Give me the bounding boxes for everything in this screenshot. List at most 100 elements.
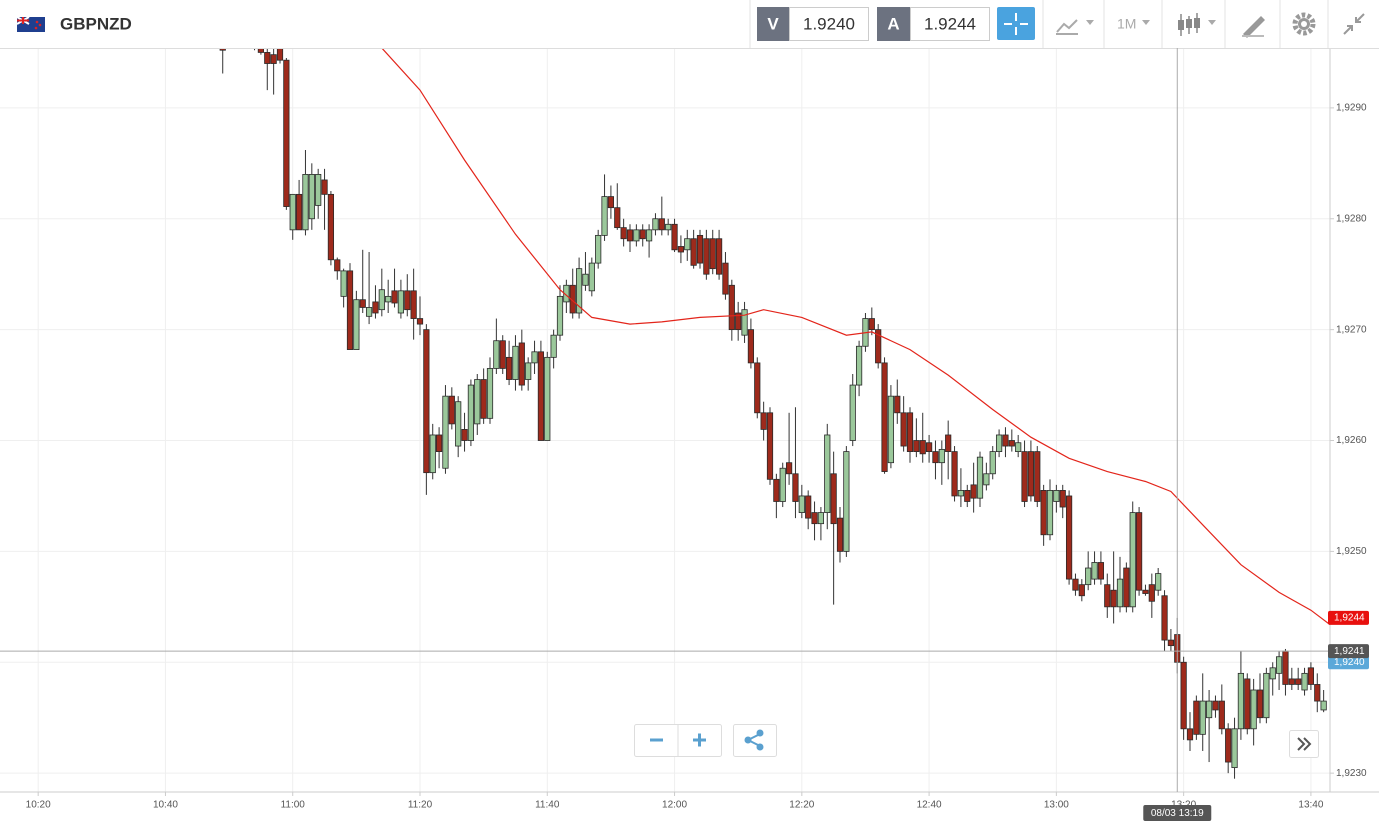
candle-body bbox=[404, 290, 411, 311]
candle-body bbox=[531, 351, 538, 364]
candle-body bbox=[633, 229, 640, 242]
price-marker-label: 1,9240 bbox=[1334, 657, 1365, 668]
candle-body bbox=[1002, 434, 1009, 447]
candle-body bbox=[1269, 667, 1276, 680]
candle-body bbox=[365, 307, 373, 317]
candle-body bbox=[219, 48, 226, 51]
candle-body bbox=[423, 329, 430, 474]
candle-body bbox=[1167, 639, 1175, 647]
candle-body bbox=[1320, 700, 1327, 711]
candle-body bbox=[792, 473, 799, 502]
zoom-in-button[interactable] bbox=[693, 733, 706, 747]
candle-body bbox=[289, 193, 296, 231]
x-tick-label: 11:40 bbox=[535, 800, 560, 811]
candle-body bbox=[1021, 451, 1028, 502]
buy-button[interactable]: A 1.9244 bbox=[877, 7, 990, 41]
moving-average-line bbox=[381, 48, 1330, 626]
candle-body bbox=[1199, 700, 1206, 735]
candle-body bbox=[703, 238, 710, 275]
timeframe[interactable]: 1M bbox=[1117, 16, 1136, 32]
candle-body bbox=[735, 312, 742, 331]
candle-body bbox=[385, 295, 392, 303]
candle-body bbox=[824, 434, 831, 513]
candle-body bbox=[537, 351, 545, 441]
candle-body bbox=[595, 234, 602, 264]
candle-body bbox=[894, 395, 901, 414]
sell-button[interactable]: V 1.9240 bbox=[757, 7, 869, 41]
candle-body bbox=[448, 395, 455, 425]
candle-body bbox=[925, 442, 933, 453]
y-tick-label: 1,9280 bbox=[1336, 213, 1367, 224]
overlay: 1,9240 1,9244 1,9241 08/03 13:19 bbox=[0, 48, 1369, 821]
candle-body bbox=[887, 395, 895, 464]
buy-price[interactable]: 1.9244 bbox=[924, 14, 976, 33]
candle-body bbox=[805, 495, 812, 519]
candle-body bbox=[372, 301, 379, 314]
candle-body bbox=[1314, 684, 1321, 702]
y-tick-label: 1,9250 bbox=[1336, 546, 1367, 557]
candle-body bbox=[665, 223, 672, 231]
indicator-button[interactable] bbox=[1056, 19, 1094, 35]
candle-body bbox=[849, 384, 856, 441]
candle-body bbox=[518, 342, 525, 386]
buy-tag-bg bbox=[877, 7, 910, 41]
candle-body bbox=[429, 434, 436, 474]
candle-body bbox=[607, 196, 615, 209]
candle-body bbox=[1034, 451, 1041, 502]
x-tick-label: 13:00 bbox=[1044, 800, 1069, 811]
candle-body bbox=[645, 229, 653, 242]
candle-body bbox=[875, 329, 882, 364]
candle-body bbox=[817, 512, 825, 525]
candle-body bbox=[353, 299, 360, 350]
candle-body bbox=[1250, 689, 1257, 730]
candle-body bbox=[1256, 689, 1264, 719]
zoom-controls bbox=[634, 724, 1319, 758]
y-tick-label: 1,9260 bbox=[1336, 435, 1367, 446]
timeframe-button[interactable]: 1M bbox=[1117, 16, 1150, 32]
crosshair-price-box bbox=[1328, 644, 1369, 659]
y-tick-label: 1,9230 bbox=[1336, 768, 1367, 779]
candle-body bbox=[435, 434, 443, 453]
candle-body bbox=[1091, 562, 1098, 580]
candle-body bbox=[499, 340, 506, 369]
candle-body bbox=[416, 318, 424, 325]
candle-body bbox=[1123, 567, 1130, 608]
candle-body bbox=[1008, 440, 1015, 447]
candle-body bbox=[442, 395, 449, 469]
candle-body bbox=[754, 362, 761, 414]
candle-body bbox=[486, 368, 494, 419]
candle-body bbox=[811, 512, 818, 525]
candle-body bbox=[295, 193, 303, 231]
candle-body bbox=[1085, 567, 1092, 586]
grid bbox=[0, 48, 1330, 792]
sell-price[interactable]: 1.9240 bbox=[803, 14, 855, 33]
flag-icon bbox=[16, 16, 45, 32]
settings-button[interactable] bbox=[1292, 12, 1316, 36]
candle-body bbox=[639, 229, 646, 240]
candle-body bbox=[391, 290, 398, 304]
buy-tag[interactable]: A bbox=[887, 14, 899, 33]
crosshair-time-label: 08/03 13:19 bbox=[1151, 808, 1204, 819]
buy-price-box bbox=[910, 7, 990, 41]
candle-body bbox=[1225, 728, 1232, 763]
sell-tag[interactable]: V bbox=[767, 14, 779, 33]
draw-button[interactable] bbox=[1242, 16, 1265, 38]
crosshair-button[interactable] bbox=[997, 7, 1035, 40]
x-tick-label: 10:20 bbox=[26, 800, 51, 811]
candle-body bbox=[302, 174, 309, 231]
share-button[interactable] bbox=[744, 729, 764, 751]
candle-body bbox=[480, 379, 487, 419]
candle-body bbox=[1186, 728, 1194, 741]
crosshair-price-label: 1,9241 bbox=[1334, 646, 1365, 657]
candle-body bbox=[493, 340, 500, 369]
toolbar: GBPNZD V 1.9240 A 1.9244 1M bbox=[0, 0, 1379, 49]
scroll-right-button[interactable] bbox=[1297, 737, 1312, 751]
candle-body bbox=[1110, 589, 1117, 608]
sell-price-box bbox=[789, 7, 869, 41]
collapse-button[interactable] bbox=[1343, 13, 1365, 35]
candle-body bbox=[327, 193, 335, 261]
candle-body bbox=[652, 218, 659, 231]
chart-type-button[interactable] bbox=[1178, 13, 1216, 36]
candle-body bbox=[264, 52, 271, 64]
candle-body bbox=[1135, 512, 1143, 591]
